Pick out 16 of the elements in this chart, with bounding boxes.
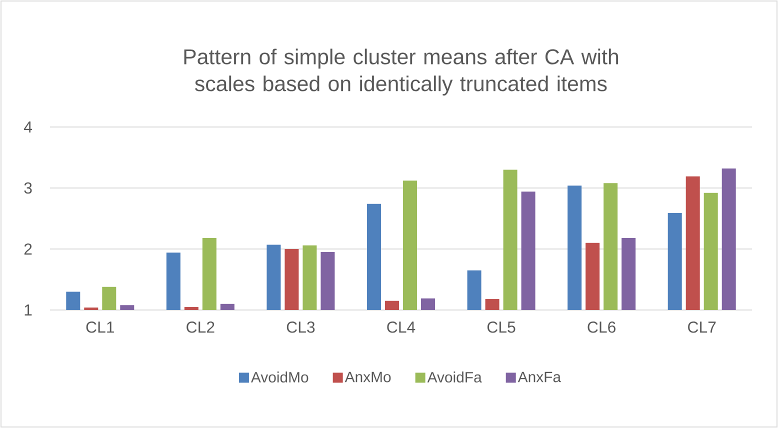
legend-label: AnxFa xyxy=(518,372,562,382)
x-tick-label: CL1 xyxy=(86,322,114,333)
x-tick-label: CL4 xyxy=(387,322,416,333)
x-tick-label: CL2 xyxy=(186,322,214,333)
x-tick-label: CL7 xyxy=(688,322,716,333)
legend-label: AvoidFa xyxy=(427,372,482,383)
x-tick-label: CL3 xyxy=(286,322,315,333)
x-tick-label: CL5 xyxy=(487,322,516,333)
chart-title: Pattern of simple cluster means after CA with scales based on identically truncated items xyxy=(184,48,618,96)
x-tick-label: CL6 xyxy=(588,322,616,333)
legend-label: AvoidMo xyxy=(250,372,308,383)
y-tick-label: 2 xyxy=(24,243,32,255)
y-tick-label: 4 xyxy=(24,122,32,132)
y-tick-label: 3 xyxy=(24,182,32,194)
legend-label: AnxMo xyxy=(344,372,391,382)
y-tick-label: 1 xyxy=(24,304,32,316)
